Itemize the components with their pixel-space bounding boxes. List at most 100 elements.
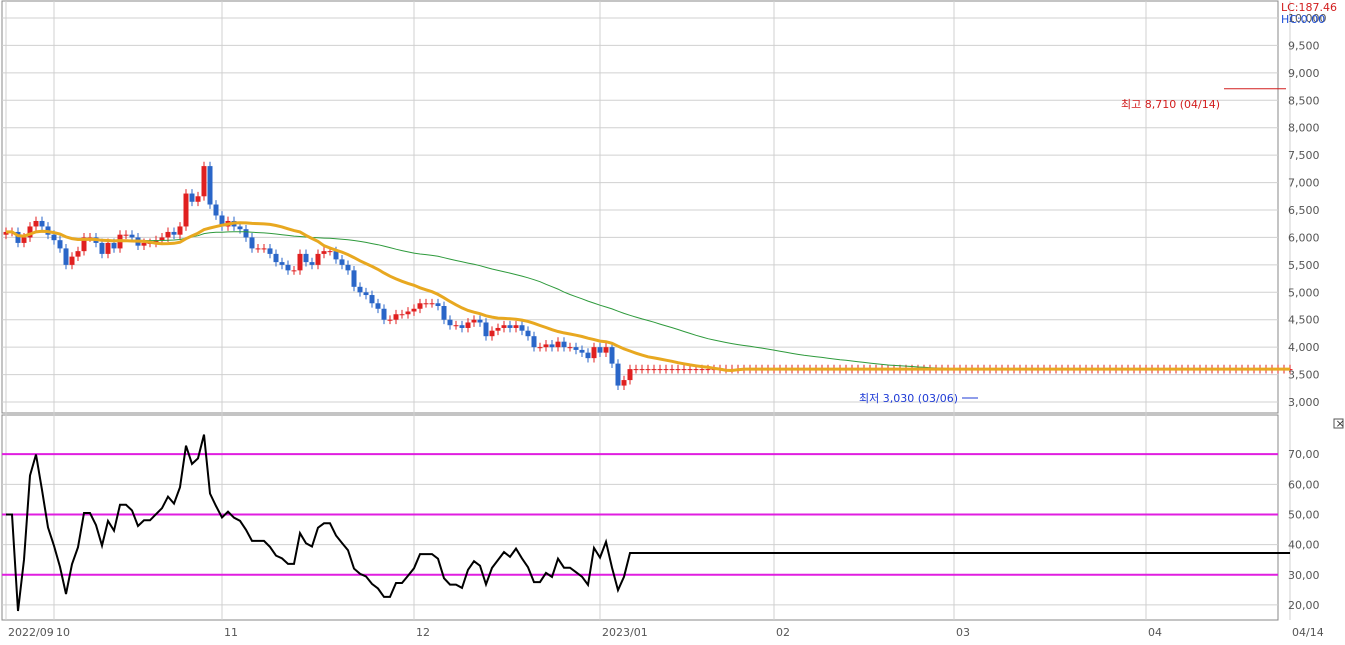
- candle-body: [531, 336, 537, 348]
- price-panel-frame: [1, 0, 1279, 414]
- svg-text:×: ×: [1336, 417, 1345, 430]
- candle-body: [633, 369, 639, 371]
- candle-body: [249, 237, 255, 249]
- candle-body: [489, 330, 495, 337]
- candle-body: [267, 248, 273, 254]
- candle-body: [333, 251, 339, 260]
- candle-body: [579, 349, 585, 353]
- x-tick-label: 03: [956, 626, 970, 639]
- candle-body: [687, 369, 693, 371]
- candle-body: [237, 226, 243, 230]
- candle-body: [477, 319, 483, 323]
- candle-body: [129, 234, 135, 238]
- price-tick-label: 6,000: [1288, 231, 1320, 244]
- candle-body: [351, 270, 357, 287]
- candle-body: [549, 344, 555, 348]
- candle-body: [171, 231, 177, 235]
- candle-body: [411, 308, 417, 312]
- candle-body: [621, 380, 627, 386]
- candle-body: [627, 369, 633, 381]
- candle-body: [165, 231, 171, 238]
- rsi-tick-label: 30,00: [1288, 569, 1320, 582]
- candle-body: [705, 369, 711, 371]
- x-tick-label: 10: [56, 626, 70, 639]
- candle-body: [369, 295, 375, 304]
- candle-body: [141, 242, 147, 246]
- candle-body: [693, 369, 699, 371]
- candle-body: [603, 347, 609, 353]
- candle-body: [273, 253, 279, 263]
- price-tick-label: 9,000: [1288, 67, 1320, 80]
- candle-body: [189, 193, 195, 202]
- candle-body: [123, 234, 129, 236]
- candle-body: [591, 347, 597, 359]
- candle-body: [177, 226, 183, 235]
- price-tick-label: 3,500: [1288, 369, 1320, 382]
- candle-body: [255, 248, 261, 250]
- price-tick-label: 8,000: [1288, 122, 1320, 135]
- candle-body: [207, 166, 213, 205]
- rsi-tick-label: 50,00: [1288, 508, 1320, 521]
- x-tick-label: 04/14: [1292, 626, 1324, 639]
- price-tick-label: 8,500: [1288, 94, 1320, 107]
- rsi-tick-label: 60,00: [1288, 478, 1320, 491]
- candle-body: [561, 341, 567, 348]
- candle-body: [75, 251, 81, 257]
- price-tick-label: 10,000: [1288, 12, 1327, 25]
- candle-body: [657, 369, 663, 371]
- candle-body: [285, 264, 291, 271]
- rsi-panel-frame: [1, 414, 1279, 621]
- candle-body: [459, 325, 465, 328]
- candle-body: [363, 292, 369, 296]
- hc-label: HC:0.00: [1281, 13, 1325, 26]
- candle-body: [555, 341, 561, 348]
- candle-body: [615, 363, 621, 386]
- candle-body: [507, 325, 513, 328]
- candle-body: [201, 166, 207, 197]
- candle-body: [609, 347, 615, 364]
- price-panel[interactable]: [3, 88, 1293, 399]
- price-tick-label: 5,500: [1288, 259, 1320, 272]
- candle-body: [261, 248, 267, 250]
- candle-body: [699, 369, 705, 371]
- candle-body: [597, 347, 603, 353]
- price-tick-label: 4,000: [1288, 341, 1320, 354]
- candle-body: [159, 237, 165, 241]
- rsi-panel[interactable]: [2, 434, 1290, 612]
- candle-body: [279, 262, 285, 265]
- candle-body: [315, 253, 321, 265]
- candle-body: [435, 303, 441, 307]
- candle-body: [303, 253, 309, 263]
- candle-body: [309, 262, 315, 265]
- rsi-tick-label: 70,00: [1288, 448, 1320, 461]
- candle-body: [15, 231, 21, 243]
- candle-body: [327, 251, 333, 253]
- candle-body: [291, 270, 297, 272]
- price-tick-label: 9,500: [1288, 39, 1320, 52]
- candle-body: [357, 286, 363, 293]
- x-tick-label: 2022/09: [8, 626, 54, 639]
- candle-body: [387, 319, 393, 321]
- candle-body: [495, 327, 501, 331]
- candle-body: [21, 237, 27, 243]
- candle-body: [423, 303, 429, 305]
- candle-body: [447, 319, 453, 326]
- candle-body: [483, 322, 489, 337]
- candle-body: [537, 347, 543, 349]
- candle-body: [321, 251, 327, 254]
- x-tick-label: 04: [1148, 626, 1162, 639]
- candle-body: [453, 325, 459, 327]
- x-tick-label: 11: [224, 626, 238, 639]
- candle-body: [393, 314, 399, 320]
- candle-body: [297, 253, 303, 271]
- candle-body: [51, 234, 57, 241]
- candle-body: [153, 240, 159, 243]
- low-price-annotation: 최저 3,030 (03/06): [859, 392, 958, 405]
- candle-body: [399, 314, 405, 316]
- candle-body: [111, 242, 117, 249]
- candle-body: [69, 256, 75, 265]
- collapse-icon[interactable]: ×: [1333, 417, 1345, 430]
